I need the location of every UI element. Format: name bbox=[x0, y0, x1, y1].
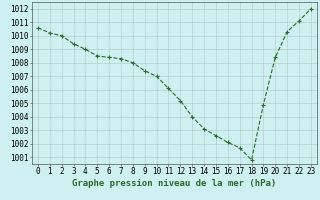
X-axis label: Graphe pression niveau de la mer (hPa): Graphe pression niveau de la mer (hPa) bbox=[72, 179, 276, 188]
